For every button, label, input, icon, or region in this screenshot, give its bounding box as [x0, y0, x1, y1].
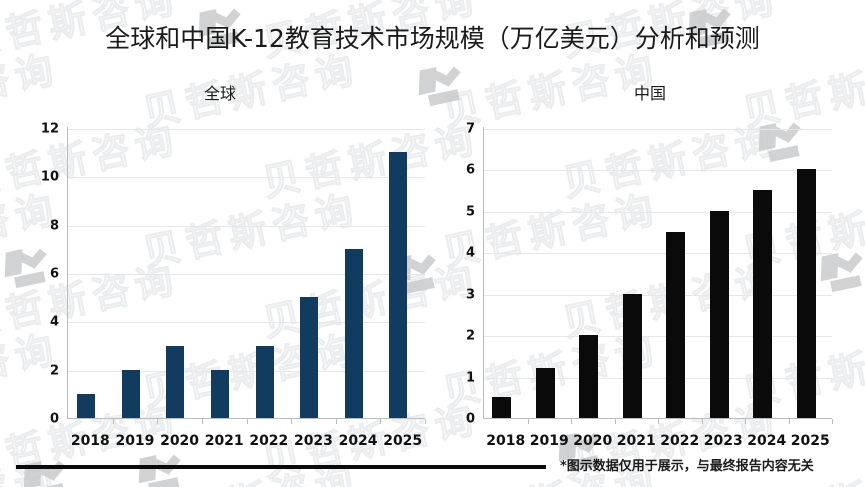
x-axis-tick-label: 2019 — [115, 433, 155, 449]
y-axis-tick-label: 3 — [465, 287, 475, 303]
x-axis-tick-label: 2019 — [529, 433, 569, 449]
y-axis-tick-label: 4 — [49, 314, 59, 330]
gridline — [68, 370, 425, 372]
gridline — [68, 274, 425, 275]
x-axis-tick-label: 2018 — [486, 433, 526, 449]
bar-global-2022 — [255, 345, 274, 418]
chart-panel-global: 0 2 4 6 8 10 12 2018 2019 2020 2021 2022 2023 2024 202… — [41, 122, 426, 449]
x-axis-tick — [291, 419, 293, 424]
bar-china-2021 — [622, 293, 642, 418]
bar-global-2018 — [77, 393, 95, 418]
bar-china-2018 — [492, 397, 511, 418]
x-axis-tick — [157, 419, 159, 424]
y-axis-tick-label: 6 — [49, 266, 59, 282]
x-axis-tick-label: 2020 — [160, 433, 200, 449]
x-axis-tick-label: 2023 — [703, 433, 743, 449]
bar-china-2020 — [579, 335, 598, 418]
footer-rule — [16, 465, 546, 469]
x-axis-tick-label: 2024 — [747, 433, 787, 449]
x-axis-tick — [380, 419, 382, 424]
gridline — [68, 225, 425, 227]
x-axis-line-china — [484, 418, 832, 419]
x-axis-tick — [335, 419, 337, 424]
x-axis-tick-label: 2022 — [249, 433, 289, 449]
x-axis-tick-label: 2020 — [573, 433, 613, 449]
y-axis-tick-label: 10 — [40, 169, 59, 185]
bar-global-2025 — [389, 152, 408, 418]
x-axis-line-global — [68, 418, 425, 419]
x-axis-tick-label: 2025 — [383, 433, 423, 449]
gridline — [484, 377, 832, 379]
x-axis-tick-label: 2022 — [660, 433, 700, 449]
gridline — [68, 322, 425, 324]
x-axis-tick — [527, 419, 529, 424]
bar-china-2023 — [709, 210, 729, 418]
bar-china-2024 — [753, 190, 772, 418]
gridline — [68, 129, 425, 130]
bar-china-2022 — [666, 231, 685, 418]
y-axis-line-china — [483, 127, 484, 419]
x-axis-tick-label: 2023 — [293, 433, 333, 449]
gridline — [484, 170, 832, 172]
y-axis-tick-label: 2 — [49, 363, 59, 379]
x-axis-tick — [658, 419, 659, 424]
gridline — [484, 129, 832, 130]
y-axis-line-global — [67, 127, 68, 419]
bar-global-2021 — [210, 369, 229, 418]
x-axis-tick — [201, 419, 203, 424]
x-axis-tick — [571, 419, 572, 424]
plot-area-global: 0 2 4 6 8 10 12 2018 2019 2020 2021 2022 2023 2024 202… — [41, 122, 426, 449]
y-axis-tick-label: 2 — [465, 328, 475, 344]
y-axis-tick-label: 0 — [465, 411, 475, 427]
x-axis-tick — [614, 419, 616, 424]
bar-china-2019 — [535, 368, 555, 418]
x-axis-tick-label: 2021 — [616, 433, 656, 449]
x-axis-tick — [701, 419, 703, 424]
x-axis-tick — [425, 419, 426, 424]
x-axis-tick-label: 2024 — [338, 433, 378, 449]
x-axis-tick-label: 2018 — [70, 433, 110, 449]
y-axis-tick-label: 7 — [465, 121, 475, 137]
chart-subtitle-china: 中国 — [633, 84, 666, 103]
x-axis-tick-label: 2025 — [790, 433, 830, 449]
x-axis-tick — [832, 419, 833, 424]
y-axis-tick-label: 6 — [465, 162, 475, 178]
y-axis-tick-label: 8 — [49, 218, 59, 234]
x-axis-tick — [246, 419, 248, 424]
gridline — [484, 336, 832, 338]
x-axis-tick — [112, 419, 114, 424]
plot-area-china: 0 1 2 3 4 5 6 7 2018 2019 2020 2021 2022 2023 2024 2025 — [466, 122, 833, 449]
y-axis-tick-label: 0 — [49, 411, 59, 427]
gridline — [484, 253, 832, 255]
bar-global-2020 — [166, 345, 185, 418]
gridline — [68, 177, 425, 179]
chart-panel-china: 0 1 2 3 4 5 6 7 2018 2019 2020 2021 2022 2023 2024 2025 — [0, 0, 833, 487]
bar-global-2024 — [344, 248, 363, 418]
bar-global-2019 — [121, 369, 140, 418]
bar-china-2025 — [796, 169, 816, 418]
x-axis-tick — [788, 419, 790, 424]
gridline — [484, 211, 832, 213]
chart-subtitle-global: 全球 — [203, 84, 236, 103]
gridline — [484, 294, 832, 296]
x-axis-tick-label: 2021 — [204, 433, 244, 449]
y-axis-tick-label: 12 — [40, 121, 59, 137]
y-axis-tick-label: 4 — [465, 245, 475, 261]
y-axis-tick-label: 1 — [465, 370, 475, 386]
y-axis-tick-label: 5 — [465, 204, 475, 220]
footnote: *图示数据仅用于展示，与最终报告内容无关 — [560, 459, 814, 474]
x-axis-tick — [745, 419, 746, 424]
bar-global-2023 — [300, 297, 319, 418]
